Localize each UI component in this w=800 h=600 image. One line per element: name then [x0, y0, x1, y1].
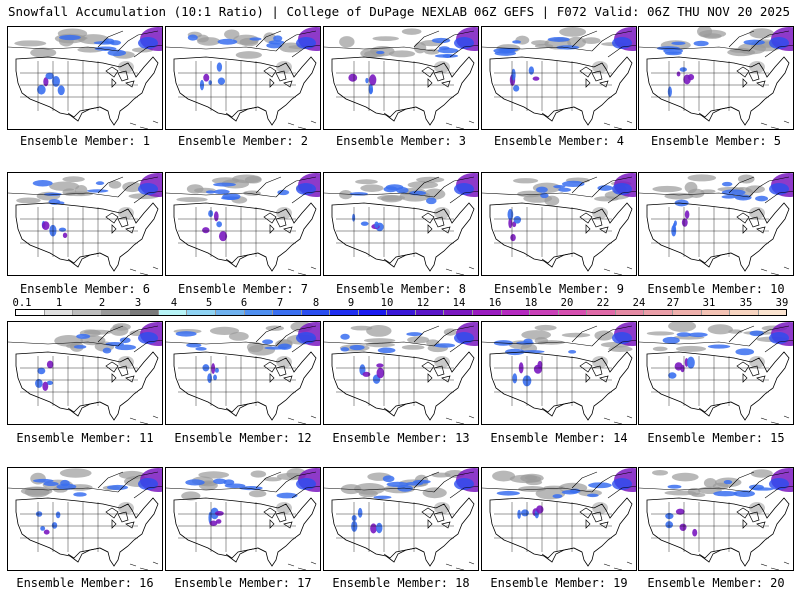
- ensemble-map-5: [638, 26, 794, 130]
- colorbar-segment: [214, 310, 244, 315]
- colorbar-tick-label: 31: [702, 297, 716, 309]
- page-title: Snowfall Accumulation (10:1 Ratio) | Col…: [8, 4, 468, 19]
- colorbar-segment: [100, 310, 130, 315]
- colorbar-tick-label: 9: [347, 297, 355, 309]
- ensemble-member-label: Ensemble Member: 8: [335, 282, 467, 296]
- ensemble-map-20: [638, 467, 794, 571]
- ensemble-map-3: [323, 26, 479, 130]
- ensemble-map-4: [481, 26, 637, 130]
- colorbar-tick-label: 39: [775, 297, 789, 309]
- ensemble-member-label: Ensemble Member: 5: [650, 134, 782, 148]
- colorbar-tick-label: 10: [380, 297, 394, 309]
- ensemble-member-label: Ensemble Member: 18: [332, 576, 470, 590]
- ensemble-member-label: Ensemble Member: 15: [647, 431, 785, 445]
- colorbar-segment: [700, 310, 730, 315]
- ensemble-map-16: [7, 467, 163, 571]
- ensemble-member-label: Ensemble Member: 4: [493, 134, 625, 148]
- colorbar-segment: [16, 310, 44, 315]
- ensemble-map-12: [165, 321, 321, 425]
- colorbar-segment: [329, 310, 358, 315]
- ensemble-map-7: [165, 172, 321, 276]
- colorbar-tick-label: 35: [739, 297, 753, 309]
- colorbar-tick-label: 16: [488, 297, 502, 309]
- ensemble-map-19: [481, 467, 637, 571]
- ensemble-map-9: [481, 172, 637, 276]
- colorbar-segment: [443, 310, 472, 315]
- colorbar-segment: [729, 310, 758, 315]
- colorbar-tick-label: 12: [416, 297, 430, 309]
- ensemble-member-label: Ensemble Member: 12: [174, 431, 312, 445]
- run-info: 06Z GEFS | F072 Valid: 06Z THU NOV 20 20…: [473, 4, 790, 19]
- ensemble-map-15: [638, 321, 794, 425]
- ensemble-member-label: Ensemble Member: 1: [19, 134, 151, 148]
- colorbar-tick-label: 1: [55, 297, 63, 309]
- colorbar-segment: [43, 310, 73, 315]
- ensemble-member-label: Ensemble Member: 11: [16, 431, 154, 445]
- ensemble-map-14: [481, 321, 637, 425]
- colorbar-tick-label: 2: [98, 297, 106, 309]
- ensemble-member-label: Ensemble Member: 9: [493, 282, 625, 296]
- colorbar-tick-label: 22: [596, 297, 610, 309]
- colorbar-segment: [529, 310, 558, 315]
- ensemble-map-18: [323, 467, 479, 571]
- colorbar-segment: [586, 310, 615, 315]
- ensemble-member-label: Ensemble Member: 13: [332, 431, 470, 445]
- colorbar-segment: [614, 310, 644, 315]
- ensemble-member-label: Ensemble Member: 19: [490, 576, 628, 590]
- colorbar-tick-label: 6: [240, 297, 248, 309]
- ensemble-member-label: Ensemble Member: 6: [19, 282, 151, 296]
- colorbar-tick-label: 24: [632, 297, 646, 309]
- colorbar-tick-label: 4: [170, 297, 178, 309]
- ensemble-member-label: Ensemble Member: 20: [647, 576, 785, 590]
- colorbar-segment: [757, 310, 787, 315]
- colorbar-tick-label: 27: [666, 297, 680, 309]
- ensemble-member-label: Ensemble Member: 10: [647, 282, 785, 296]
- colorbar-labels: 0.1 1 2 3 4 5 6 7 8 9 10 12 14 16 18 20 22 24 27 31 35 39: [12, 297, 789, 309]
- colorbar-tick-label: 8: [312, 297, 320, 309]
- ensemble-map-2: [165, 26, 321, 130]
- colorbar-tick-label: 7: [276, 297, 284, 309]
- colorbar-tick-label: 5: [205, 297, 213, 309]
- colorbar: [15, 309, 787, 316]
- ensemble-map-10: [638, 172, 794, 276]
- colorbar-segment: [129, 310, 158, 315]
- colorbar-segment: [671, 310, 701, 315]
- ensemble-map-1: [7, 26, 163, 130]
- colorbar-segment: [243, 310, 273, 315]
- ensemble-member-label: Ensemble Member: 14: [490, 431, 628, 445]
- ensemble-member-label: Ensemble Member: 16: [16, 576, 154, 590]
- colorbar-tick-label: 18: [524, 297, 538, 309]
- colorbar-segment: [272, 310, 301, 315]
- colorbar-segment: [300, 310, 330, 315]
- ensemble-member-label: Ensemble Member: 17: [174, 576, 312, 590]
- ensemble-map-8: [323, 172, 479, 276]
- colorbar-segment: [157, 310, 187, 315]
- colorbar-segment: [386, 310, 415, 315]
- ensemble-map-6: [7, 172, 163, 276]
- colorbar-segment: [500, 310, 530, 315]
- colorbar-segment: [357, 310, 387, 315]
- ensemble-map-11: [7, 321, 163, 425]
- colorbar-tick-label: 14: [452, 297, 466, 309]
- ensemble-member-label: Ensemble Member: 7: [177, 282, 309, 296]
- colorbar-tick-label: 3: [134, 297, 142, 309]
- ensemble-member-label: Ensemble Member: 2: [177, 134, 309, 148]
- colorbar-segment: [186, 310, 215, 315]
- colorbar-segment: [414, 310, 444, 315]
- colorbar-segment: [72, 310, 101, 315]
- colorbar-tick-label: 20: [560, 297, 574, 309]
- ensemble-map-17: [165, 467, 321, 571]
- colorbar-segment: [472, 310, 501, 315]
- colorbar-segment: [643, 310, 672, 315]
- ensemble-map-13: [323, 321, 479, 425]
- colorbar-tick-label: 0.1: [12, 297, 32, 309]
- colorbar-segment: [557, 310, 587, 315]
- ensemble-member-label: Ensemble Member: 3: [335, 134, 467, 148]
